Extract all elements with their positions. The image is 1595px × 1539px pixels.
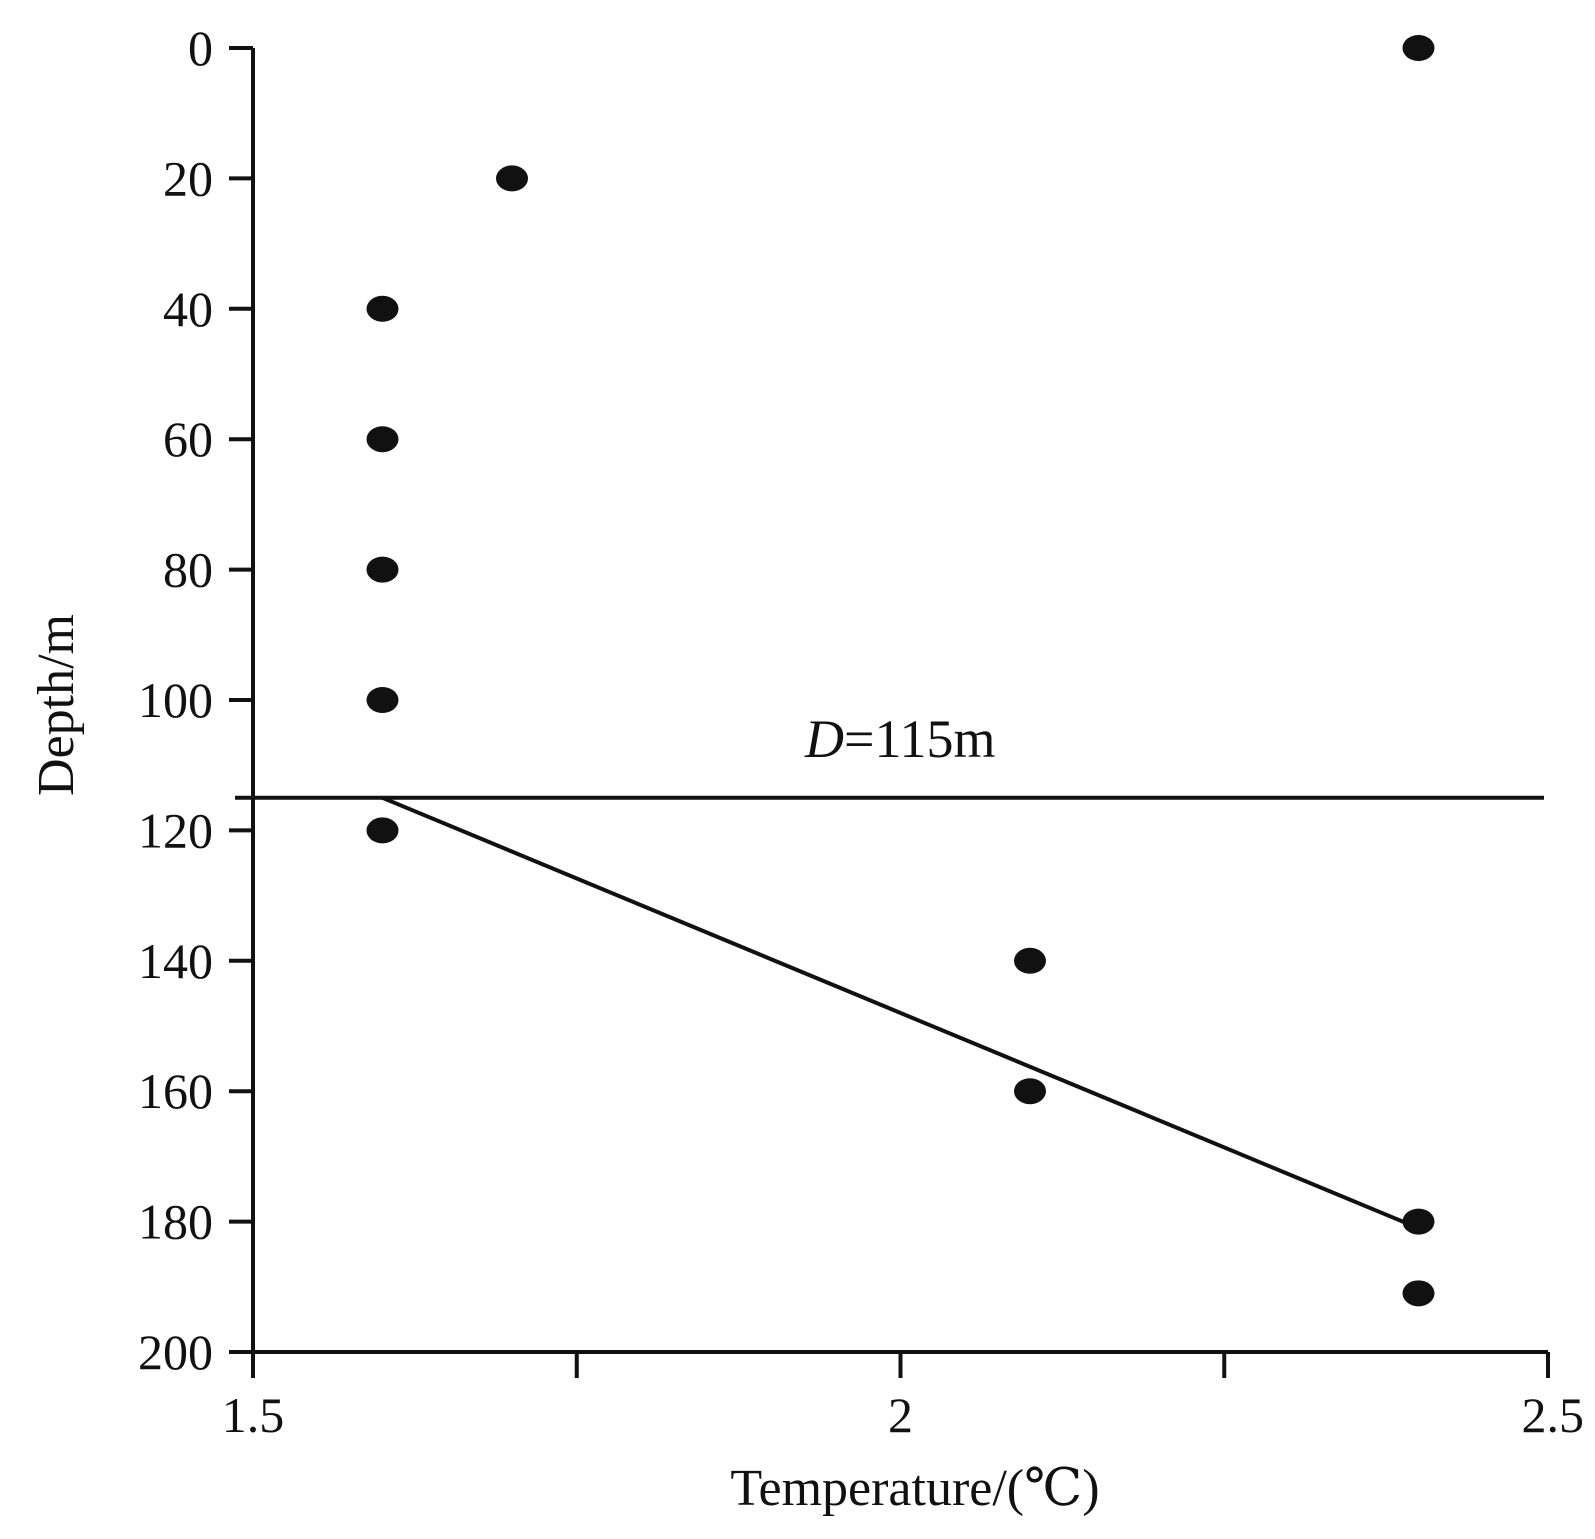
x-tick-label: 2.5 [1522, 1387, 1585, 1443]
y-tick-label: 40 [163, 281, 213, 337]
reference-line-label: D=115m [804, 709, 995, 769]
y-tick-label: 200 [138, 1324, 213, 1380]
y-tick-label: 160 [138, 1063, 213, 1119]
data-point [1402, 1208, 1435, 1235]
data-points [366, 35, 1435, 1307]
reference-label-rest: =115m [844, 709, 995, 769]
data-point [366, 817, 399, 844]
y-tick-label: 20 [163, 150, 213, 206]
y-tick-label: 100 [138, 672, 213, 728]
lines [235, 795, 1544, 1230]
reference-label-italic: D [804, 709, 844, 769]
data-point [366, 556, 399, 583]
x-tick-label: 1.5 [222, 1387, 285, 1443]
data-point [1014, 947, 1046, 974]
data-point [366, 426, 399, 453]
y-tick-label: 60 [163, 411, 213, 467]
y-tick-label: 140 [138, 933, 213, 989]
data-point [366, 687, 399, 713]
data-point [496, 165, 528, 192]
x-tick-label: 2 [888, 1387, 913, 1443]
y-tick-label: 180 [138, 1194, 213, 1250]
labels: Temperature/(℃) Depth/m D=115m [28, 614, 1100, 1517]
y-tick-label: 0 [188, 20, 213, 76]
data-point [1402, 1280, 1435, 1307]
y-tick-label: 120 [138, 802, 213, 858]
data-point [1014, 1078, 1046, 1105]
y-tick-label: 80 [163, 542, 213, 598]
y-axis-title: Depth/m [28, 614, 85, 796]
data-point [1402, 35, 1435, 61]
data-point [366, 295, 399, 322]
x-axis-title: Temperature/(℃) [730, 1460, 1099, 1517]
trend-line [381, 795, 1420, 1230]
